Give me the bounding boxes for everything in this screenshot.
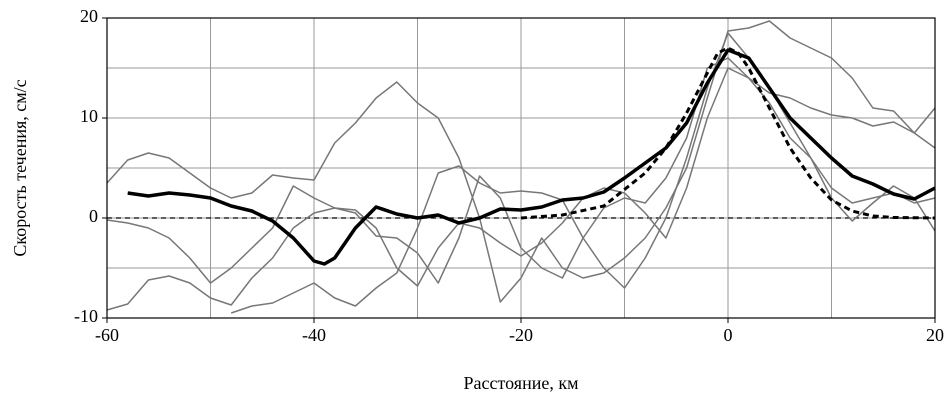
x-axis-label: Расстояние, км [464,373,579,393]
x-tick-label: -20 [509,325,533,345]
y-tick-label: 10 [80,106,98,126]
x-tick-label: -40 [302,325,326,345]
y-tick-label: 0 [89,206,98,226]
y-tick-label: -10 [74,306,98,326]
x-tick-label: 0 [724,325,733,345]
series-line [106,57,936,284]
y-axis-label: Скорость течения, см/с [10,79,30,256]
series-line [127,48,936,266]
y-tick-label: 20 [80,6,98,26]
series-line [106,20,936,303]
plot-frame [106,17,936,319]
series-line [106,67,936,311]
x-tick-label: 20 [926,325,944,345]
x-tick-label: -60 [95,325,119,345]
series-line [230,32,936,314]
